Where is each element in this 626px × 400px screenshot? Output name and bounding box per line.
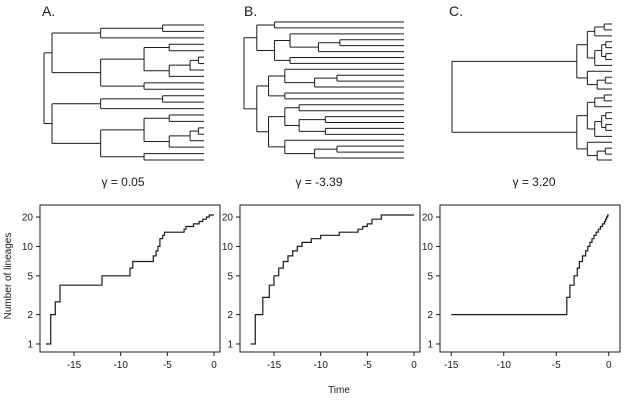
y-tick-label: 10 [22, 242, 34, 253]
y-axis-title: Number of lineages [3, 233, 14, 320]
phylogenetic-tree-c [451, 23, 612, 161]
y-tick-label: 2 [227, 310, 233, 321]
x-tick-label: -5 [163, 360, 172, 371]
y-tick-label: 5 [27, 271, 33, 282]
x-tick-label: -15 [267, 360, 282, 371]
ltt-line-a [46, 214, 214, 345]
y-tick-label: 5 [227, 271, 233, 282]
gamma-label-c: γ = 3.20 [512, 175, 555, 189]
y-tick-label: 20 [22, 213, 34, 224]
plot-frame-c [439, 204, 621, 353]
y-tick-label: 1 [227, 340, 233, 351]
y-tick-label: 2 [427, 310, 433, 321]
x-tick-label: -10 [313, 360, 328, 371]
y-tick-label: 10 [422, 242, 434, 253]
panel-b-letter: B. [244, 3, 257, 19]
ltt-plot-b: -15 -10 -5 0 1 2 5 10 20 [222, 204, 421, 371]
x-tick-label: 0 [411, 360, 417, 371]
panel-c-letter: C. [449, 3, 463, 19]
y-tick-label: 20 [222, 213, 234, 224]
phylogenetic-tree-b [243, 21, 404, 159]
gamma-label-b: γ = -3.39 [295, 175, 342, 189]
plot-frame-b [239, 204, 421, 353]
phylogenetic-tree-a [43, 24, 204, 161]
panel-a-letter: A. [42, 3, 55, 19]
x-tick-label: -5 [363, 360, 372, 371]
plot-frame-a [39, 204, 221, 353]
x-tick-label: -15 [67, 360, 82, 371]
gamma-label-a: γ = 0.05 [101, 175, 144, 189]
y-tick-label: 2 [27, 310, 33, 321]
y-tick-label: 20 [422, 213, 434, 224]
x-tick-label: -10 [497, 360, 512, 371]
x-axis-title: Time [328, 385, 350, 396]
y-tick-label: 5 [427, 271, 433, 282]
ltt-plot-a: -15 -10 -5 0 1 2 5 10 20 [22, 204, 221, 371]
x-tick-label: -10 [113, 360, 128, 371]
ltt-line-c [451, 214, 609, 316]
y-tick-label: 1 [427, 340, 433, 351]
ltt-line-b [250, 214, 414, 345]
ltt-plot-c: -15 -10 -5 0 1 2 5 10 20 [422, 204, 621, 371]
x-tick-label: 0 [211, 360, 217, 371]
x-tick-label: -15 [444, 360, 459, 371]
x-tick-label: 0 [606, 360, 612, 371]
x-tick-label: -5 [552, 360, 561, 371]
y-tick-label: 1 [27, 340, 33, 351]
y-tick-label: 10 [222, 242, 234, 253]
